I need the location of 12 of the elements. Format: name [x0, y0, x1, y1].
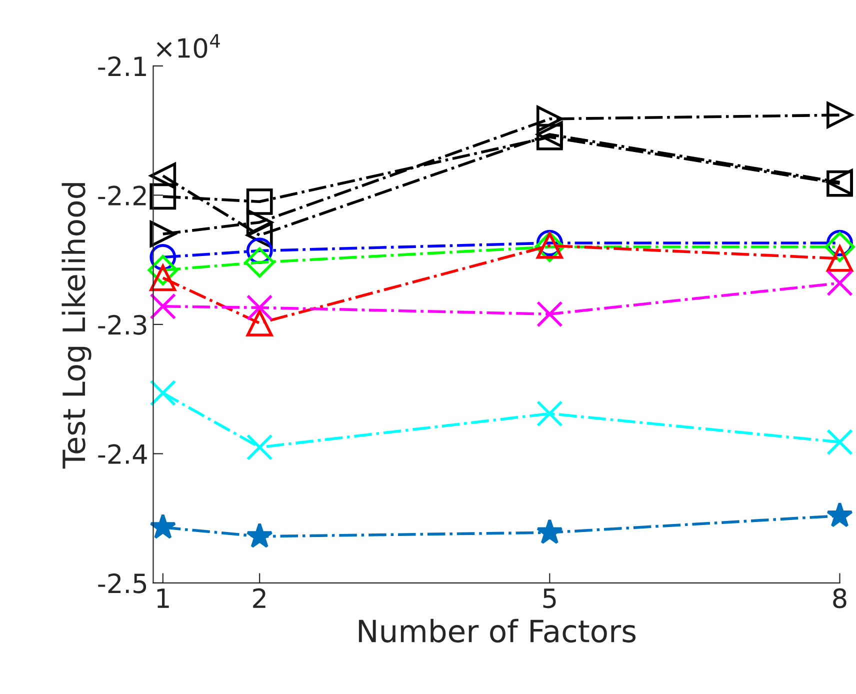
y-axis-title: Test Log Likelihood	[62, 183, 92, 469]
y-tick-label: -2.5	[98, 573, 146, 594]
y-tick-label: -2.2	[98, 186, 146, 206]
x-tick-label: 5	[543, 588, 556, 608]
y-tick-label: -2.1	[98, 56, 146, 76]
text: ×10$^{4}$	[156, 34, 220, 58]
y-tick-label: -2.4	[98, 444, 147, 464]
x-tick-label: 1	[157, 588, 169, 608]
x-axis-title: Number of Factors	[358, 618, 636, 643]
x-tick-label: 2	[253, 588, 266, 608]
y-tick-label: -2.3	[98, 314, 146, 335]
x-tick-label: 8	[833, 588, 846, 608]
